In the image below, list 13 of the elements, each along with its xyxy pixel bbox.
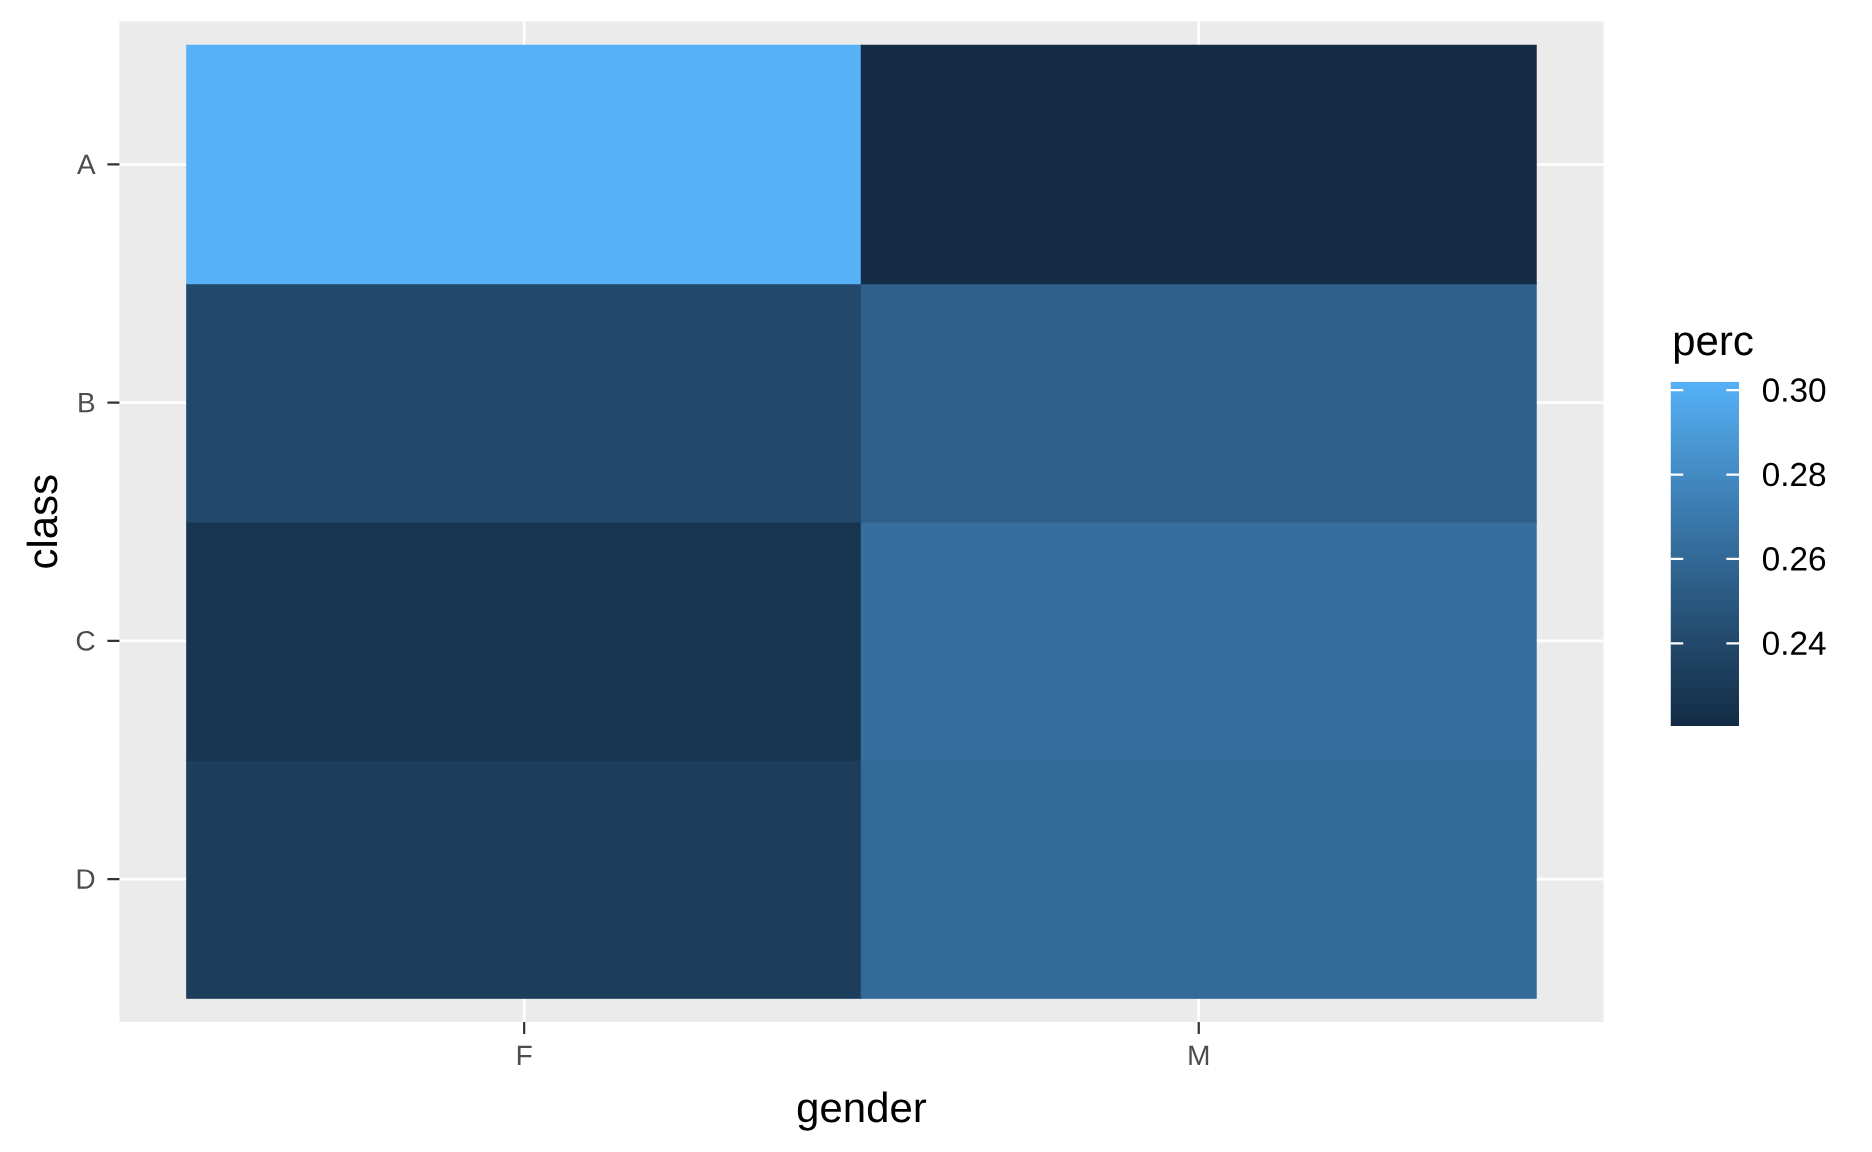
color-bar-label: 0.30 xyxy=(1762,378,1826,402)
x-axis-title: gender xyxy=(797,1091,927,1131)
y-tick-label: B xyxy=(79,392,95,413)
y-axis-title: class xyxy=(26,475,58,568)
x-tick-label: M xyxy=(1189,1045,1209,1066)
y-tick-label: A xyxy=(77,154,96,175)
color-bar-label: 0.28 xyxy=(1762,462,1826,487)
x-tick-label: F xyxy=(517,1045,532,1066)
color-bar-label: 0.24 xyxy=(1762,631,1826,656)
color-bar-title: perc xyxy=(1674,332,1753,364)
y-tick-label: D xyxy=(77,869,95,889)
y-tick-label: C xyxy=(76,630,95,651)
color-bar-label: 0.26 xyxy=(1762,547,1826,571)
